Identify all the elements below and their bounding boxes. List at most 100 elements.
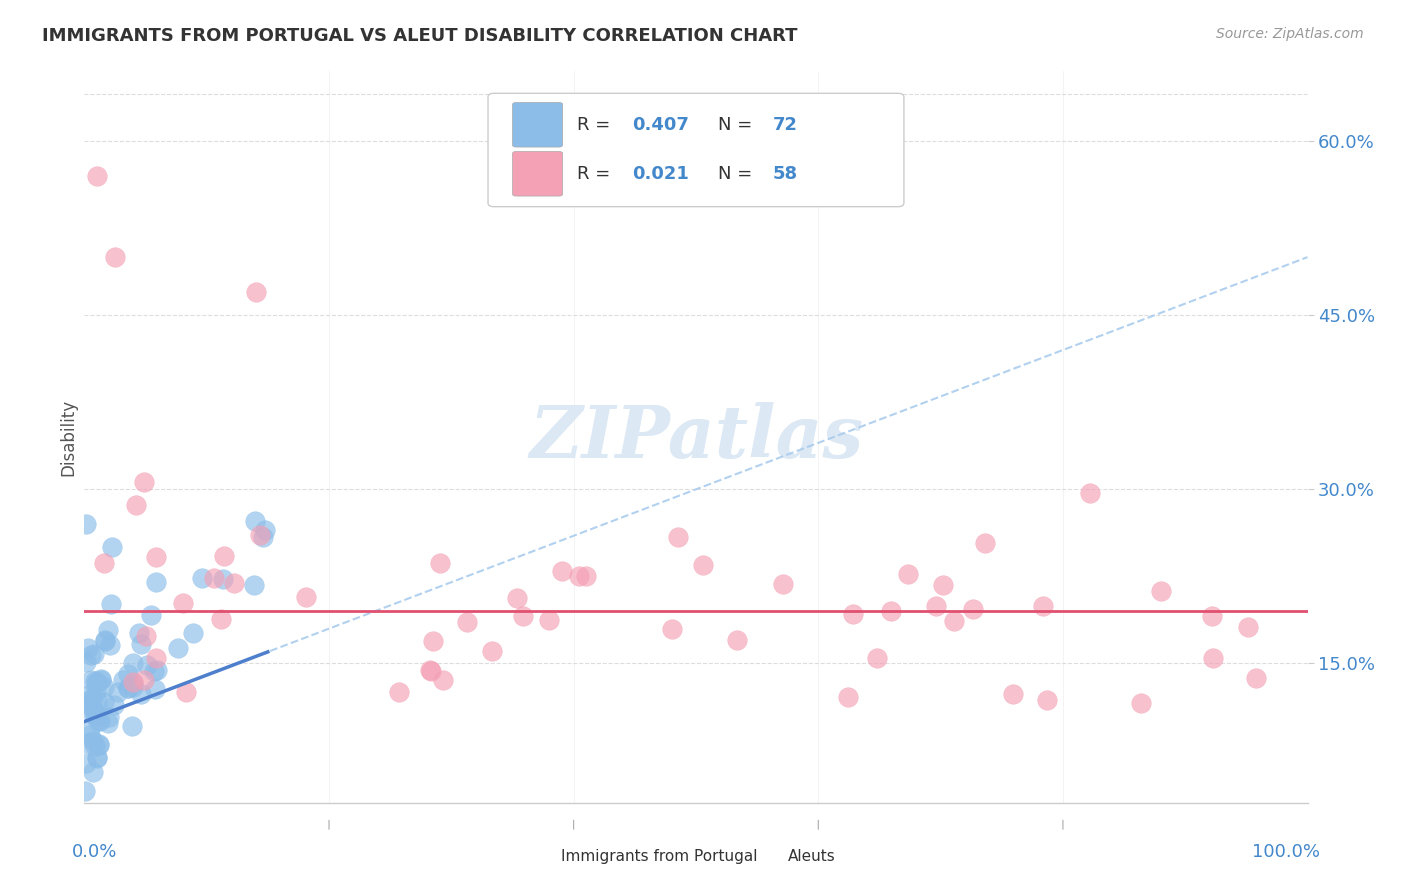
- Point: [143, 664, 166, 678]
- Point: [880, 604, 903, 618]
- Text: 0.0%: 0.0%: [72, 843, 118, 861]
- Point: [122, 675, 145, 690]
- Point: [143, 681, 166, 696]
- Point: [575, 569, 598, 583]
- Point: [866, 651, 889, 665]
- Point: [666, 530, 689, 544]
- Point: [82, 691, 104, 706]
- Point: [93, 694, 115, 708]
- Point: [962, 601, 984, 615]
- Point: [172, 596, 194, 610]
- Point: [117, 666, 139, 681]
- Text: 58: 58: [773, 165, 799, 183]
- Text: ZIPatlas: ZIPatlas: [529, 401, 863, 473]
- Point: [429, 556, 451, 570]
- Point: [90, 672, 112, 686]
- Point: [942, 614, 965, 628]
- Point: [481, 644, 503, 658]
- Point: [183, 625, 205, 640]
- Point: [90, 673, 112, 687]
- Point: [1150, 583, 1173, 598]
- Point: [456, 615, 478, 630]
- Point: [82, 734, 104, 748]
- Point: [97, 623, 120, 637]
- Point: [97, 715, 120, 730]
- Point: [122, 675, 145, 690]
- Point: [139, 608, 162, 623]
- Point: [93, 633, 115, 648]
- Point: [122, 656, 145, 670]
- Y-axis label: Disability: Disability: [59, 399, 77, 475]
- Point: [98, 709, 121, 723]
- Point: [75, 517, 97, 532]
- Point: [145, 575, 167, 590]
- Point: [973, 535, 995, 549]
- Point: [692, 558, 714, 573]
- Point: [725, 632, 748, 647]
- Point: [222, 576, 245, 591]
- Point: [73, 784, 96, 798]
- Text: Immigrants from Portugal: Immigrants from Portugal: [561, 848, 758, 863]
- Point: [86, 675, 108, 690]
- Point: [253, 524, 276, 538]
- Text: Aleuts: Aleuts: [787, 848, 835, 863]
- Point: [87, 738, 110, 752]
- Point: [77, 697, 100, 711]
- Point: [121, 719, 143, 733]
- Text: 100.0%: 100.0%: [1251, 843, 1320, 861]
- Point: [1237, 620, 1260, 634]
- Point: [79, 728, 101, 742]
- Point: [117, 681, 139, 696]
- Point: [568, 569, 591, 583]
- Point: [77, 693, 100, 707]
- Point: [82, 765, 104, 780]
- Point: [75, 756, 97, 770]
- Point: [505, 591, 527, 605]
- Point: [432, 673, 454, 687]
- Text: Source: ZipAtlas.com: Source: ZipAtlas.com: [1216, 27, 1364, 41]
- Point: [1130, 696, 1153, 710]
- Point: [80, 673, 103, 687]
- Point: [112, 673, 135, 687]
- Point: [89, 714, 111, 728]
- Point: [551, 564, 574, 578]
- Point: [211, 572, 233, 586]
- Text: 0.407: 0.407: [633, 116, 689, 134]
- Point: [98, 638, 121, 652]
- Text: 72: 72: [773, 116, 799, 134]
- Point: [174, 684, 197, 698]
- Point: [84, 708, 107, 723]
- Point: [772, 576, 794, 591]
- Point: [132, 673, 155, 687]
- Point: [837, 690, 859, 704]
- Point: [1202, 651, 1225, 665]
- Point: [75, 655, 97, 669]
- Point: [131, 637, 153, 651]
- FancyBboxPatch shape: [513, 103, 562, 147]
- Text: N =: N =: [718, 116, 758, 134]
- Point: [107, 685, 129, 699]
- Point: [1078, 486, 1101, 500]
- Point: [84, 674, 107, 689]
- Point: [145, 550, 167, 565]
- Point: [93, 680, 115, 694]
- Point: [86, 169, 108, 183]
- Point: [94, 633, 117, 648]
- Point: [191, 571, 214, 585]
- Point: [79, 648, 101, 662]
- Point: [243, 578, 266, 592]
- Point: [295, 590, 318, 604]
- Point: [84, 676, 107, 690]
- Point: [83, 647, 105, 661]
- Point: [84, 706, 107, 721]
- Point: [1032, 599, 1054, 613]
- Point: [77, 688, 100, 702]
- Point: [87, 714, 110, 728]
- Text: R =: R =: [578, 116, 616, 134]
- Point: [84, 739, 107, 753]
- Point: [77, 641, 100, 656]
- Point: [243, 514, 266, 528]
- Point: [1201, 608, 1223, 623]
- Point: [82, 706, 104, 721]
- Point: [128, 626, 150, 640]
